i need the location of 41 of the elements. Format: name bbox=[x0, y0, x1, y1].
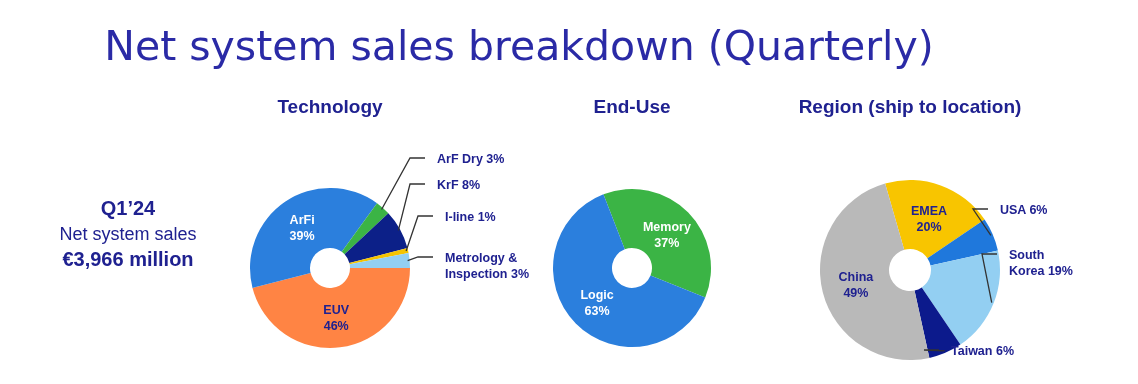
data-label: 19% bbox=[1047, 264, 1073, 278]
data-label: 1% bbox=[477, 210, 496, 224]
data-label: 3% bbox=[486, 152, 505, 166]
data-label: 63% bbox=[584, 304, 610, 319]
slice-label: EUV bbox=[323, 303, 350, 318]
slice-label: ArF Dry bbox=[437, 152, 483, 166]
data-label: 39% bbox=[289, 228, 315, 243]
text: Net system sales breakdown (Quarterly) bbox=[104, 22, 934, 70]
data-label: 8% bbox=[462, 178, 481, 192]
slice-label: South Korea bbox=[1009, 248, 1045, 278]
chart-title: Technology bbox=[277, 96, 384, 117]
donut-slice bbox=[553, 194, 706, 347]
slice-label: Logic bbox=[580, 288, 614, 303]
data-label: 6% bbox=[995, 344, 1015, 358]
slice-label: Taiwan bbox=[951, 344, 993, 358]
donut-slice bbox=[341, 203, 389, 255]
donut-slice bbox=[252, 268, 410, 348]
donut-slice bbox=[250, 188, 378, 288]
data-label: 37% bbox=[654, 235, 680, 250]
text: €3,966 million bbox=[62, 248, 194, 270]
data-label: 20% bbox=[916, 219, 942, 234]
donut-slice bbox=[349, 248, 409, 265]
donut-slice bbox=[349, 253, 410, 268]
data-label: 3% bbox=[511, 267, 530, 281]
text: Net system sales bbox=[59, 224, 197, 244]
data-label: 46% bbox=[323, 319, 349, 334]
slice-label: KrF bbox=[437, 178, 459, 192]
donut-slice bbox=[921, 250, 1000, 345]
chart-title: End-Use bbox=[593, 96, 671, 117]
donut-slice bbox=[885, 180, 985, 259]
slice-label: Memory bbox=[642, 219, 691, 234]
slice-label: EMEA bbox=[910, 203, 948, 218]
slice-label: ArFi bbox=[289, 212, 315, 227]
chart-title: Region (ship to location) bbox=[798, 96, 1022, 117]
slice-label: I-line bbox=[445, 210, 475, 224]
data-label: 49% bbox=[843, 285, 869, 300]
data-label: 6% bbox=[1029, 203, 1048, 217]
slice-label: USA bbox=[1000, 203, 1026, 217]
donut-slice bbox=[344, 213, 408, 264]
slice-label: China bbox=[838, 269, 875, 284]
text: Q1’24 bbox=[100, 197, 157, 219]
